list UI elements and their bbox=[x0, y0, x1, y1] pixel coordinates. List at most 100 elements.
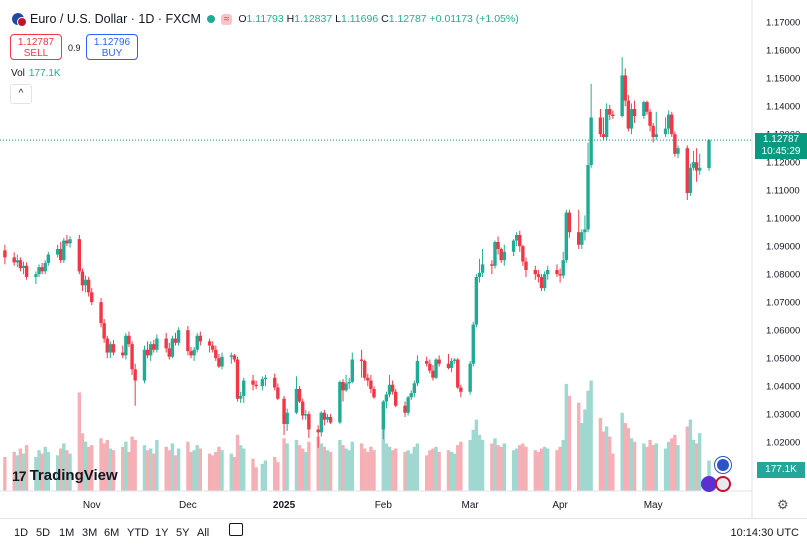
volume-bar bbox=[152, 453, 156, 491]
candle-body bbox=[449, 360, 454, 368]
candle-body bbox=[304, 414, 308, 416]
tradingview-logo[interactable]: 17 TradingView bbox=[12, 467, 118, 484]
candle-body bbox=[130, 344, 134, 370]
candle-body bbox=[12, 257, 16, 263]
volume-bar bbox=[431, 448, 435, 491]
candle-body bbox=[394, 391, 398, 406]
volume-bar bbox=[46, 451, 51, 491]
volume-bar bbox=[471, 429, 475, 491]
utc-clock[interactable]: 10:14:30 UTC bbox=[730, 527, 799, 539]
volume-bar bbox=[99, 438, 103, 491]
symbol-title[interactable]: Euro / U.S. Dollar · 1D · FXCM bbox=[30, 12, 201, 26]
volume-bar bbox=[580, 423, 584, 491]
volume-bar bbox=[211, 455, 215, 491]
high-label: H bbox=[286, 13, 295, 25]
range-1y-button[interactable]: 1Y bbox=[155, 527, 169, 539]
candle-body bbox=[322, 412, 327, 420]
candle-body bbox=[586, 165, 590, 230]
candle-body bbox=[15, 260, 20, 263]
volume-legend: Vol 177.1K bbox=[11, 68, 61, 79]
price-tick-label: 1.10000 bbox=[766, 214, 800, 225]
volume-bar bbox=[645, 446, 649, 491]
volume-bar bbox=[620, 412, 624, 491]
candle-body bbox=[99, 302, 103, 324]
volume-bar bbox=[338, 440, 342, 491]
calendar-icon[interactable] bbox=[229, 523, 243, 536]
volume-bar bbox=[409, 453, 413, 491]
volume-bar bbox=[511, 450, 516, 491]
range-1m-button[interactable]: 1M bbox=[59, 527, 75, 539]
volume-bar bbox=[65, 450, 69, 491]
range-3m-button[interactable]: 3M bbox=[82, 527, 98, 539]
volume-bar bbox=[276, 462, 280, 491]
range-ytd-button[interactable]: YTD bbox=[127, 527, 149, 539]
compare-badge[interactable]: ≈ bbox=[220, 13, 233, 25]
volume-bar bbox=[452, 453, 457, 491]
candle-body bbox=[412, 383, 417, 394]
volume-bar bbox=[490, 443, 494, 491]
price-tick-label: 1.16000 bbox=[766, 46, 800, 57]
price-tick-label: 1.04000 bbox=[766, 382, 800, 393]
candle-body bbox=[369, 380, 373, 389]
candle-body bbox=[167, 348, 171, 357]
candle-body bbox=[111, 344, 116, 353]
buy-price: 1.12796 bbox=[93, 37, 131, 48]
collapse-legend-button[interactable]: ^ bbox=[10, 84, 32, 104]
volume-bar bbox=[282, 438, 286, 491]
volume-bar bbox=[347, 450, 351, 491]
candle-body bbox=[347, 381, 351, 384]
candle-body bbox=[319, 412, 323, 433]
volume-bar bbox=[297, 445, 302, 491]
volume-bar bbox=[604, 426, 609, 491]
volume-bar bbox=[242, 448, 246, 491]
volume-bar bbox=[260, 463, 265, 491]
candle-body bbox=[338, 381, 342, 423]
time-tick-label: Dec bbox=[179, 500, 197, 511]
range-5d-button[interactable]: 5D bbox=[36, 527, 51, 539]
candle-body bbox=[490, 264, 494, 266]
volume-bar bbox=[207, 453, 212, 491]
volume-bar bbox=[15, 455, 20, 491]
candle-body bbox=[211, 345, 215, 350]
volume-bar bbox=[589, 380, 593, 491]
sell-button[interactable]: 1.12787 SELL bbox=[10, 34, 62, 60]
volume-bar bbox=[121, 446, 125, 491]
volume-bar bbox=[446, 450, 451, 491]
candle-body bbox=[589, 117, 593, 165]
candle-body bbox=[580, 232, 584, 245]
gear-icon[interactable]: ⚙ bbox=[777, 497, 789, 512]
candle-body bbox=[685, 148, 689, 193]
volume-bar bbox=[189, 451, 193, 491]
volume-bar bbox=[629, 438, 634, 491]
candle-body bbox=[511, 240, 516, 252]
ohlc-values: O1.11793 H1.12837 L1.11696 C1.12787 +0.0… bbox=[238, 13, 518, 25]
volume-bar bbox=[55, 455, 60, 491]
price-axis: 1.170001.160001.150001.140001.130001.120… bbox=[0, 0, 800, 518]
candle-body bbox=[43, 262, 47, 272]
candle-body bbox=[697, 167, 702, 171]
volume-bar bbox=[518, 445, 522, 491]
candle-body bbox=[601, 134, 606, 138]
range-all-button[interactable]: All bbox=[197, 527, 210, 539]
symbol-header: Euro / U.S. Dollar · 1D · FXCM ≈ O1.1179… bbox=[12, 12, 519, 27]
range-5y-button[interactable]: 5Y bbox=[176, 527, 190, 539]
candle-body bbox=[648, 111, 652, 126]
volume-bar bbox=[666, 441, 671, 491]
candle-body bbox=[694, 162, 699, 171]
range-1d-button[interactable]: 1D bbox=[14, 527, 29, 539]
volume-bar bbox=[300, 448, 305, 491]
volume-bar bbox=[186, 441, 190, 491]
candle-body bbox=[384, 394, 389, 402]
lightning-icon[interactable] bbox=[701, 476, 717, 492]
candle-body bbox=[499, 248, 503, 261]
volume-bar bbox=[369, 446, 373, 491]
candle-body bbox=[155, 338, 159, 350]
range-6m-button[interactable]: 6M bbox=[104, 527, 120, 539]
volume-bar bbox=[673, 434, 677, 491]
candle-body bbox=[164, 338, 168, 349]
bar-countdown: 10:45:29 bbox=[761, 146, 801, 157]
candle-body bbox=[189, 351, 193, 356]
buy-button[interactable]: 1.12796 BUY bbox=[86, 34, 138, 60]
candle-body bbox=[524, 261, 528, 270]
